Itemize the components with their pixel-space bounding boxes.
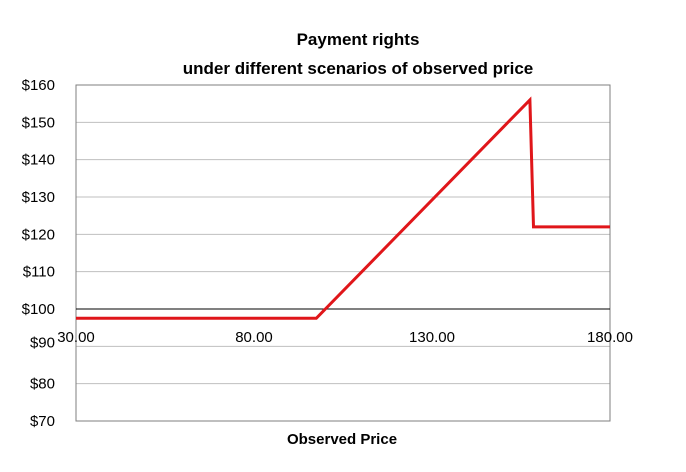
x-tick-label: 180.00 xyxy=(587,329,633,346)
x-tick-label: 130.00 xyxy=(409,329,455,346)
gridlines xyxy=(76,121,610,385)
y-tick-label: $100 xyxy=(22,301,55,318)
y-tick-label: $110 xyxy=(23,264,55,281)
x-axis-title: Observed Price xyxy=(287,431,397,448)
y-tick-label: $90 xyxy=(30,334,55,351)
x-tick-label: 80.00 xyxy=(235,329,273,346)
y-tick-label: $80 xyxy=(30,376,55,393)
y-tick-label: $120 xyxy=(22,226,55,243)
y-tick-label: $160 xyxy=(22,77,55,94)
chart-title: Payment rights xyxy=(297,30,420,49)
series-line xyxy=(76,96,610,320)
x-axis-tick-labels: 30.00 80.00 130.00 180.00 xyxy=(57,329,633,346)
y-tick-label: $130 xyxy=(22,189,55,206)
plot-area xyxy=(75,84,611,422)
y-tick-label: $70 xyxy=(30,413,55,430)
y-axis-tick-labels: $160 $150 $140 $130 $120 $110 $100 $90 $80 $70 xyxy=(22,77,55,430)
y-tick-label: $140 xyxy=(22,152,55,169)
chart-subtitle: under different scenarios of observed pr… xyxy=(183,59,533,78)
series-group xyxy=(76,96,610,320)
y-tick-label: $150 xyxy=(22,114,55,131)
x-tick-label: 30.00 xyxy=(57,329,95,346)
